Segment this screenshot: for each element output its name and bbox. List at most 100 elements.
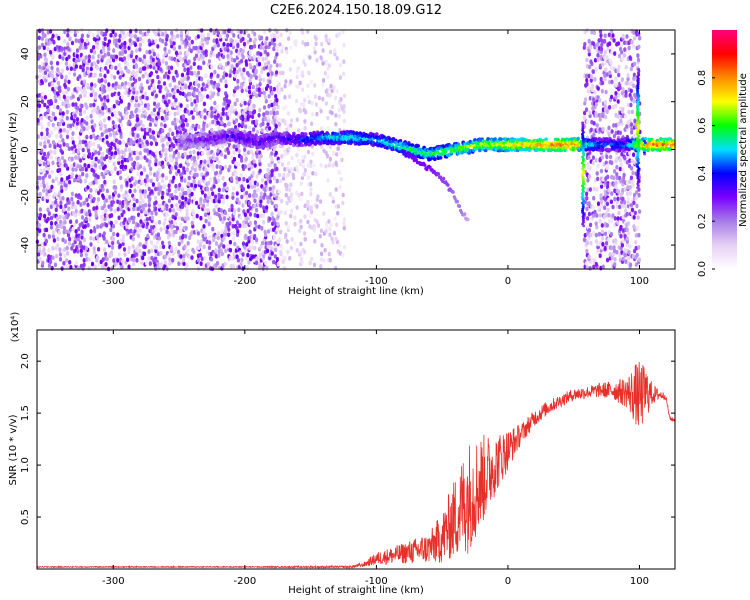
spectrogram-cell (236, 258, 240, 263)
spectrogram-cell (145, 148, 149, 153)
spectrogram-cell (280, 198, 284, 204)
spectrogram-cell (94, 92, 98, 97)
spectrogram-cell (47, 248, 51, 253)
spectrogram-cell (168, 127, 172, 133)
spectrogram-cell (110, 169, 114, 175)
spectrogram-cell (99, 214, 103, 220)
spectrogram-cell (159, 244, 163, 250)
spectrogram-cell (132, 160, 137, 166)
spectrogram-cell (195, 213, 199, 219)
spectrogram-cell (204, 37, 208, 42)
spectrogram-cell (173, 111, 177, 117)
spectrogram-cell (157, 58, 161, 64)
spectrogram-cell (92, 180, 96, 185)
spectrogram-cell (217, 160, 221, 165)
spectrogram-cell (163, 263, 167, 269)
spectrogram-cell (308, 55, 312, 60)
spectrogram-cell (206, 36, 210, 41)
spectrogram-cell (583, 101, 587, 106)
spectrogram-cell (56, 67, 60, 72)
spectrogram-cell (149, 55, 153, 60)
spectrogram-cell (200, 143, 205, 148)
spectrogram-cell (315, 204, 319, 209)
spectrogram-cell (107, 127, 111, 133)
spectrogram-cell (55, 216, 59, 222)
spectrogram-cell (218, 63, 222, 68)
spectrogram-cell (193, 86, 197, 92)
spectrogram-cell (587, 201, 591, 206)
spectrogram-cell (94, 209, 98, 215)
spectrogram-cell (600, 223, 604, 228)
spectrogram-cell (206, 208, 210, 213)
spectrogram-cell (40, 99, 45, 104)
spectrogram-cell (599, 76, 603, 82)
spectrogram-cell (279, 32, 283, 38)
spectrogram-cell (160, 108, 164, 113)
spectrogram-cell (102, 236, 106, 241)
spectrogram-cell (587, 254, 591, 259)
spectrogram-cell (159, 227, 163, 232)
spectrogram-cell (48, 259, 53, 265)
spectrogram-cell (270, 71, 274, 76)
spectrogram-cell (222, 42, 226, 47)
spectrogram-cell (87, 151, 92, 157)
spectrogram-cell (265, 205, 269, 210)
spectrogram-cell (82, 200, 87, 206)
spectrogram-cell (262, 105, 267, 110)
spectrogram-cell (285, 49, 289, 54)
spectrogram-cell (110, 213, 114, 218)
spectrogram-cell (93, 264, 97, 270)
spectrogram-cell (215, 38, 219, 43)
spectrogram-cell (637, 232, 641, 238)
spectrogram-cell (102, 231, 106, 236)
spectrogram-cell (281, 70, 285, 76)
spectrogram-cell (188, 117, 192, 123)
spectrogram-cell (62, 94, 66, 100)
spectrogram-cell (63, 219, 67, 225)
spectrogram-cell (317, 95, 321, 101)
spectrogram-cell (118, 200, 122, 205)
spectrogram-cell (65, 115, 69, 121)
spectrogram-cell (203, 193, 207, 198)
spectrogram-cell (636, 57, 641, 63)
spectrogram-cell (275, 195, 279, 201)
spectrogram-cell (258, 168, 262, 174)
spectrogram-cell (212, 38, 216, 43)
spectrogram-cell (87, 209, 91, 214)
spectrogram-cell (46, 108, 51, 113)
spectrogram-cell (90, 109, 95, 114)
spectrogram-cell (607, 132, 611, 137)
spectrogram-cell (637, 44, 641, 50)
spectrogram-cell (73, 239, 77, 245)
spectrogram-cell (84, 216, 88, 222)
spectrogram-cell (40, 131, 44, 137)
spectrogram-cell (593, 209, 597, 215)
spectrogram-cell (334, 187, 338, 192)
spectrogram-cell (104, 262, 108, 267)
spectrogram-cell (89, 86, 93, 91)
spectrogram-cell (180, 204, 185, 209)
spectrogram-cell (600, 184, 604, 189)
spectrogram-cell (165, 33, 169, 39)
spectrogram-cell (324, 229, 328, 234)
spectrogram-cell (602, 214, 607, 220)
spectrogram-cell (178, 199, 182, 205)
spectrogram-cell (309, 159, 313, 165)
spectrogram-cell (65, 229, 69, 234)
spectrogram-cell (174, 229, 178, 235)
spectrogram-cell (75, 48, 80, 53)
spectrogram-cell (586, 187, 590, 193)
spectrogram-cell (66, 129, 70, 135)
spectrogram-cell (598, 117, 602, 122)
spectrogram-cell (319, 55, 323, 60)
spectrogram-cell (342, 104, 346, 109)
spectrogram-cell (105, 134, 109, 140)
spectrogram-cell (141, 179, 145, 184)
spectrogram-cell (591, 83, 595, 89)
spectrogram-cell (585, 81, 589, 87)
spectrogram-cell (101, 193, 105, 198)
spectrogram-cell (233, 67, 237, 72)
spectrogram-cell (194, 53, 199, 58)
spectrogram-cell (63, 239, 67, 244)
spectrogram-cell (201, 190, 205, 195)
